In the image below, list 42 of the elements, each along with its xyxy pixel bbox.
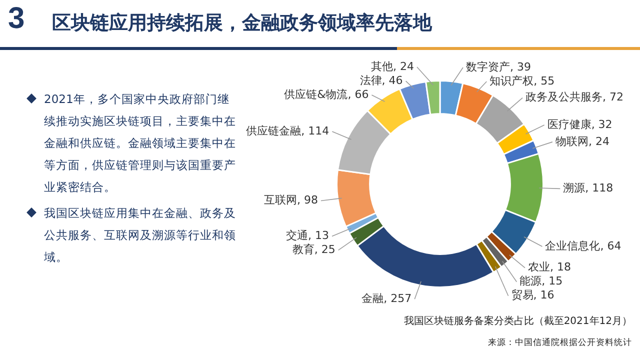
data-label: , 25 <box>314 243 336 256</box>
data-label: , 66 <box>348 88 369 101</box>
slice-label: 农业 <box>528 260 550 274</box>
data-label: , 72 <box>602 90 624 104</box>
slice-label: 互联网 <box>264 194 297 207</box>
data-label: , 32 <box>591 118 612 131</box>
text: 3 <box>8 2 25 36</box>
slice-label: 政务及公共服务 <box>526 90 603 104</box>
data-label: , 98 <box>296 194 318 207</box>
slice-label: 企业信息化 <box>545 239 600 252</box>
text: 2021年，多个国家中央政府部门继续推动实施区块链项目，主要集中在金融和供应链。金融领域主要集中在等方面，供应链管理则与该国重要产业紧密结合。 <box>43 91 237 196</box>
slice-label: 知识产权 <box>490 74 534 88</box>
data-label: , 257 <box>384 292 412 305</box>
data-label: , 24 <box>393 60 414 73</box>
slice-label: 医疗健康 <box>547 118 592 131</box>
data-label: , 13 <box>308 229 330 242</box>
slice-label: 贸易 <box>511 288 534 302</box>
data-label: , 64 <box>600 239 622 252</box>
slice-label: 溯源 <box>563 182 586 195</box>
slice-label: 其他 <box>371 60 394 73</box>
slice-label: 交通 <box>286 229 308 242</box>
data-label: , 39 <box>510 60 531 74</box>
text: 我国区块链服务备案分类占比（截至2021年12月） <box>404 314 632 328</box>
data-label: , 46 <box>382 74 403 87</box>
source-note: 来源：中国信通院根据公开资料统计 <box>488 337 632 349</box>
data-label: , 114 <box>301 124 330 138</box>
slice-label: 法律 <box>360 74 382 87</box>
slice-label: 能源 <box>520 274 542 288</box>
data-label: , 16 <box>533 288 554 302</box>
slice-label: 金融 <box>362 292 384 305</box>
chart-title: 区块链应用持续拓展，金融政务领域率先落地 <box>52 11 432 36</box>
slice-label: 供应链金融 <box>246 124 302 138</box>
data-label: , 55 <box>534 74 555 88</box>
data-label: , 15 <box>542 274 563 288</box>
data-label: , 118 <box>585 182 614 195</box>
text: 我国区块链应用集中在金融、政务及公共服务、互联网及溯源等行业和领域。 <box>43 205 237 266</box>
slice-label: 教育 <box>292 243 314 256</box>
data-label: , 18 <box>550 260 571 274</box>
slice-label: 供应链&物流 <box>284 88 348 101</box>
slice-label: 物联网 <box>555 134 588 148</box>
data-label: , 24 <box>588 134 610 148</box>
slice-label: 数字资产 <box>466 60 510 74</box>
